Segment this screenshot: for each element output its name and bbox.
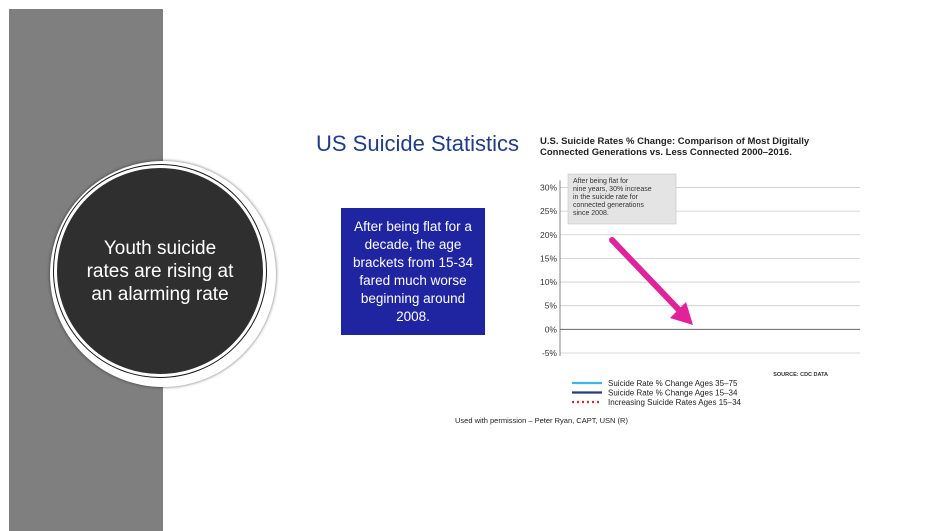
chart-title: U.S. Suicide Rates % Change: Comparison …	[540, 136, 810, 158]
y-tick-label: 10%	[540, 277, 557, 287]
y-tick-label: 30%	[540, 182, 557, 192]
y-tick-label: 20%	[540, 230, 557, 240]
legend-label: Increasing Suicide Rates Ages 15–34	[608, 398, 742, 407]
y-tick-label: 0%	[545, 324, 558, 334]
sidebar-circle-inner: Youth suicide rates are rising at an ala…	[53, 164, 267, 378]
source-label: SOURCE: CDC DATA	[773, 372, 828, 378]
pink-arrow-head	[670, 302, 693, 325]
legend-label: Suicide Rate % Change Ages 15–34	[608, 389, 738, 398]
slide-title: US Suicide Statistics	[316, 131, 519, 156]
y-tick-label: 25%	[540, 206, 557, 216]
annotation-text: After being flat for nine years, 30% incr…	[573, 178, 652, 217]
callout-box: After being flat for a decade, the age b…	[341, 208, 485, 335]
sidebar-text: Youth suicide rates are rising at an ala…	[86, 237, 234, 305]
pink-arrow-shaft	[609, 237, 683, 314]
sidebar-circle: Youth suicide rates are rising at an ala…	[50, 161, 276, 387]
legend-label: Suicide Rate % Change Ages 35–75	[608, 379, 738, 388]
annotation-box	[567, 173, 677, 225]
y-tick-label: -5%	[542, 348, 558, 358]
callout-text: After being flat for a decade, the age b…	[352, 218, 474, 324]
y-tick-label: 15%	[540, 253, 557, 263]
credit-line: Used with permission – Peter Ryan, CAPT,…	[455, 416, 628, 425]
y-tick-label: 5%	[545, 301, 558, 311]
